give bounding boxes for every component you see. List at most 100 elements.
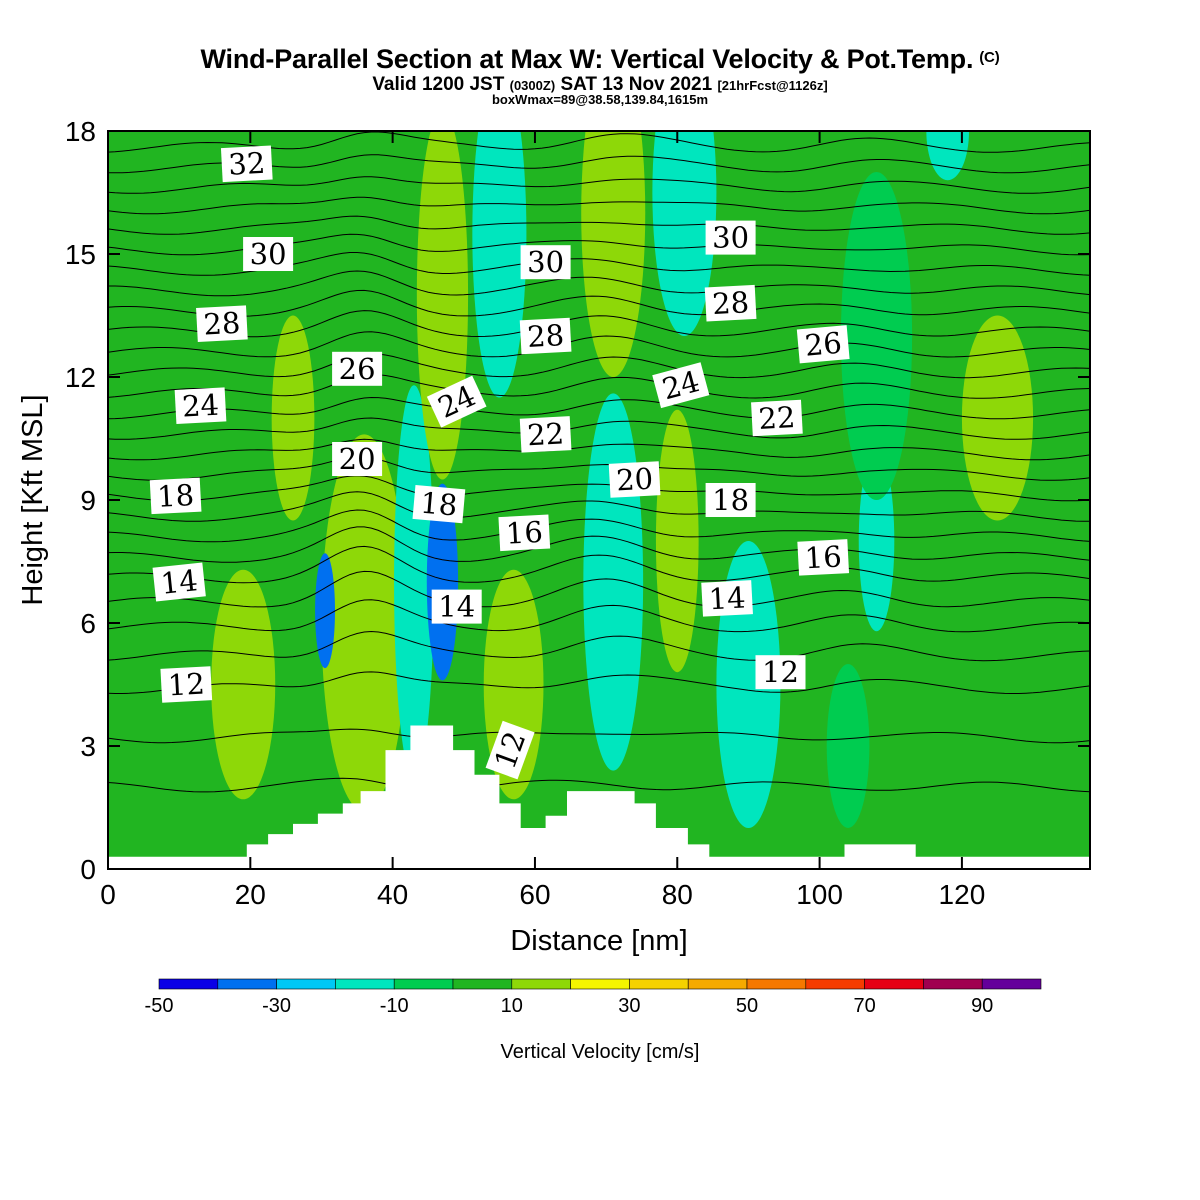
- colorbar-swatch: [923, 978, 983, 990]
- velocity-cell: [321, 434, 407, 812]
- contour-label: 26: [332, 351, 383, 386]
- theta-contour: [108, 526, 1090, 563]
- theta-contour: [108, 599, 1090, 633]
- y-tick-label: 3: [80, 731, 96, 762]
- contour-label: 18: [705, 483, 756, 517]
- velocity-cell: [583, 393, 644, 771]
- box-info: boxWmax=89@38.58,139.84,1615m: [0, 92, 1200, 107]
- theta-contour: [108, 374, 1090, 399]
- contour-label: 20: [332, 442, 383, 476]
- velocity-cell: [472, 131, 527, 398]
- contour-label-text: 18: [419, 486, 459, 523]
- contour-label: 18: [412, 484, 466, 524]
- y-tick-label: 9: [80, 485, 96, 516]
- colorbar-swatch: [452, 978, 513, 990]
- contour-label: 14: [431, 589, 482, 624]
- theta-contour: [108, 196, 1090, 215]
- box-info-text: boxWmax=89@38.58,139.84,1615m: [491, 92, 709, 107]
- colorbar-swatch: [335, 978, 395, 990]
- contour-label-text: 26: [339, 352, 376, 386]
- contour-label: 14: [701, 580, 753, 617]
- theta-contour: [108, 289, 1090, 317]
- contour-label-text: 22: [758, 400, 797, 436]
- valid-utc: (0300Z): [509, 78, 556, 93]
- x-tick-label: 100: [796, 879, 843, 910]
- valid-time: Valid 1200 JST: [372, 74, 505, 95]
- velocity-cell: [211, 569, 276, 800]
- x-tick-label: 0: [100, 879, 116, 910]
- contour-label: 12: [485, 720, 535, 780]
- contour-label: 12: [755, 655, 806, 690]
- contour-label: 12: [160, 666, 213, 703]
- colorbar-swatch: [393, 978, 454, 990]
- velocity-cell: [858, 450, 895, 632]
- contour-label: 28: [704, 284, 757, 322]
- forecast-info: [21hrFcst@1126z]: [717, 78, 828, 93]
- contour-label-text: 28: [526, 318, 565, 354]
- colorbar-swatch: [276, 978, 336, 990]
- x-tick-label: 60: [519, 879, 550, 910]
- colorbar-tick-label: 70: [853, 995, 875, 1017]
- contour-label: 30: [243, 237, 294, 271]
- contour-label-text: 28: [203, 306, 242, 342]
- colorbar-tick-label: 50: [736, 995, 758, 1017]
- contour-label-text: 32: [227, 146, 266, 182]
- y-axis-label: Height [Kft MSL]: [17, 394, 49, 605]
- potential-temperature-contours: [108, 131, 1090, 793]
- contour-label-text: 30: [527, 245, 564, 279]
- contour-label-text: 20: [615, 462, 654, 498]
- contour-label-text: 18: [712, 483, 749, 517]
- contour-label-text: 12: [762, 655, 799, 689]
- theta-contour: [108, 131, 1090, 153]
- contour-label: 16: [498, 514, 551, 552]
- contour-label-text: 14: [438, 590, 475, 624]
- contour-label: 24: [174, 387, 227, 424]
- chart-title: Wind-Parallel Section at Max W: Vertical…: [0, 44, 1200, 75]
- colorbar-swatch: [805, 978, 865, 990]
- theta-contour: [108, 509, 1090, 543]
- theta-contour: [108, 475, 1090, 502]
- colorbar-tick-label: -50: [145, 995, 174, 1017]
- colorbar-swatch: [864, 978, 924, 990]
- contour-label-text: 22: [526, 416, 565, 452]
- contour-label-text: 12: [167, 667, 206, 703]
- contour-label: 14: [152, 562, 206, 602]
- contour-label-text: 16: [505, 515, 544, 551]
- x-tick-label: 40: [377, 879, 408, 910]
- colorbar-swatch: [746, 978, 807, 990]
- valid-date: SAT 13 Nov 2021: [560, 74, 713, 95]
- velocity-cell: [826, 664, 870, 828]
- colorbar-tick-label: 30: [618, 995, 640, 1017]
- contour-labels: 3230282624201814122418141230282216202430…: [149, 145, 850, 780]
- colorbar-swatch: [570, 978, 630, 990]
- contour-label: 26: [796, 325, 850, 364]
- contour-label: 22: [751, 399, 803, 437]
- contour-label-text: 30: [712, 221, 749, 255]
- theta-contour: [108, 310, 1090, 338]
- theta-contour: [108, 215, 1090, 235]
- theta-contour: [108, 417, 1090, 440]
- colorbar-swatch: [158, 978, 219, 990]
- contour-label-text: 14: [159, 563, 199, 601]
- theta-contour: [108, 396, 1090, 420]
- contour-label-text: 16: [804, 539, 843, 575]
- y-tick-label: 0: [80, 854, 96, 885]
- theta-contour: [108, 671, 1090, 694]
- y-tick-label: 18: [65, 116, 96, 147]
- contour-label: 28: [196, 305, 248, 342]
- colorbar-tick-label: 90: [971, 995, 993, 1017]
- contour-label-text: 18: [156, 478, 195, 514]
- contour-label: 20: [608, 461, 661, 498]
- velocity-cell: [426, 483, 459, 681]
- theta-contour: [108, 777, 1090, 793]
- theta-contour: [108, 630, 1090, 662]
- theta-contour: [108, 270, 1090, 297]
- velocity-cell: [961, 315, 1034, 521]
- contour-label: 22: [519, 416, 572, 453]
- x-tick-label: 20: [235, 879, 266, 910]
- contour-label: 30: [520, 245, 571, 280]
- colorbar-swatch: [981, 978, 1042, 990]
- contour-label: 18: [149, 477, 202, 515]
- contour-label: 30: [705, 220, 756, 255]
- contour-label: 32: [220, 145, 273, 183]
